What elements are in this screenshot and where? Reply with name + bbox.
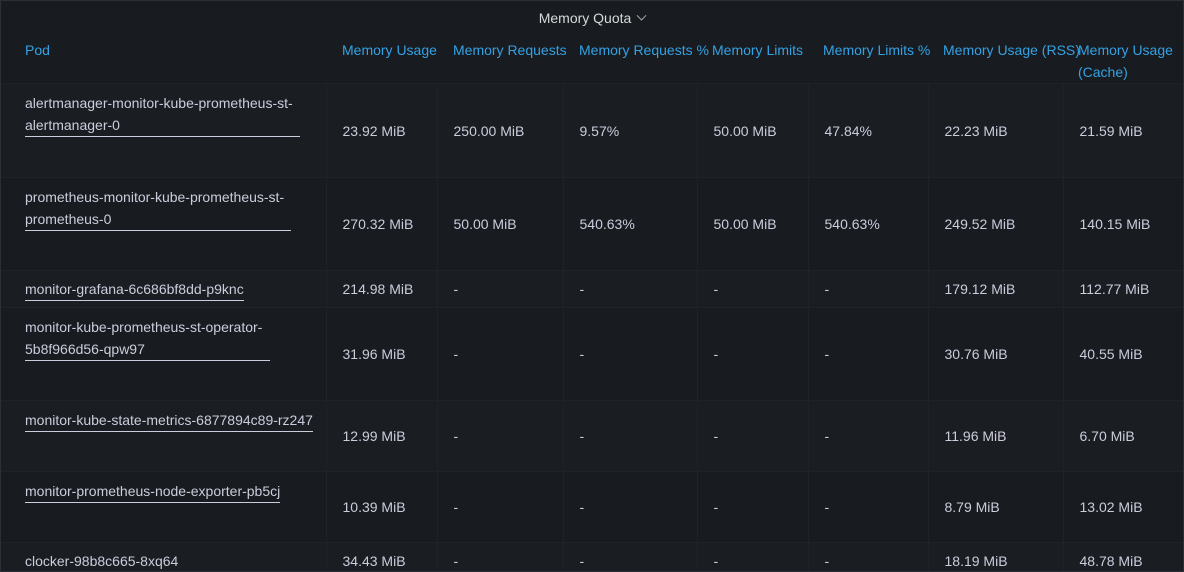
chevron-down-icon[interactable] <box>636 10 647 21</box>
pod-link[interactable]: prometheus-monitor-kube-prometheus-st-pr… <box>25 186 291 231</box>
memory-limits-pct-cell: - <box>808 471 929 543</box>
memory-limits-cell: - <box>697 307 809 401</box>
pod-link[interactable]: monitor-prometheus-node-exporter-pb5cj <box>25 480 281 503</box>
pod-cell: monitor-kube-state-metrics-6877894c89-rz… <box>1 400 327 472</box>
memory-usage-cell: 23.92 MiB <box>326 83 438 178</box>
memory-limits-pct-cell: - <box>808 400 929 472</box>
memory-rss-cell: 18.19 MiB <box>928 542 1064 571</box>
memory-usage-cell: 10.39 MiB <box>326 471 438 543</box>
pod-link[interactable]: monitor-kube-state-metrics-6877894c89-rz… <box>25 409 313 432</box>
memory-cache-cell: 140.15 MiB <box>1063 177 1183 271</box>
memory-cache-cell: 13.02 MiB <box>1063 471 1183 543</box>
memory-limits-pct-cell: 540.63% <box>808 177 929 271</box>
memory-limits-pct-cell: - <box>808 270 929 308</box>
table-row: monitor-prometheus-node-exporter-pb5cj 1… <box>1 471 1183 543</box>
table-header-row: Pod Memory Usage Memory Requests Memory … <box>1 35 1183 84</box>
memory-usage-cell: 34.43 MiB <box>326 542 438 571</box>
column-header-memory-requests[interactable]: Memory Requests <box>453 42 567 58</box>
panel-title[interactable]: Memory Quota <box>538 10 647 26</box>
memory-requests-pct-cell: - <box>563 307 698 401</box>
memory-quota-table: Pod Memory Usage Memory Requests Memory … <box>1 35 1183 571</box>
memory-rss-cell: 8.79 MiB <box>928 471 1064 543</box>
memory-limits-pct-cell: 47.84% <box>808 83 929 178</box>
column-header-memory-usage-cache[interactable]: Memory Usage (Cache) <box>1078 42 1173 80</box>
column-header-pod[interactable]: Pod <box>25 42 50 58</box>
memory-requests-cell: - <box>437 400 564 472</box>
table-row: monitor-kube-prometheus-st-operator-5b8f… <box>1 307 1183 401</box>
memory-cache-cell: 40.55 MiB <box>1063 307 1183 401</box>
pod-link[interactable]: alertmanager-monitor-kube-prometheus-st-… <box>25 92 300 137</box>
table-row: monitor-grafana-6c686bf8dd-p9knc 214.98 … <box>1 270 1183 308</box>
memory-cache-cell: 112.77 MiB <box>1063 270 1183 308</box>
memory-requests-cell: - <box>437 307 564 401</box>
memory-cache-cell: 48.78 MiB <box>1063 542 1183 571</box>
memory-rss-cell: 22.23 MiB <box>928 83 1064 178</box>
memory-limits-cell: - <box>697 400 809 472</box>
memory-rss-cell: 179.12 MiB <box>928 270 1064 308</box>
memory-limits-pct-cell: - <box>808 542 929 571</box>
memory-cache-cell: 21.59 MiB <box>1063 83 1183 178</box>
memory-usage-cell: 12.99 MiB <box>326 400 438 472</box>
memory-usage-cell: 270.32 MiB <box>326 177 438 271</box>
pod-cell: clocker-98b8c665-8xq64 <box>1 542 327 571</box>
memory-requests-pct-cell: - <box>563 400 698 472</box>
pod-link[interactable]: monitor-grafana-6c686bf8dd-p9knc <box>25 278 244 301</box>
column-header-memory-requests-pct[interactable]: Memory Requests % <box>579 42 709 58</box>
column-header-memory-limits-pct[interactable]: Memory Limits % <box>823 42 931 58</box>
panel-header[interactable]: Memory Quota <box>1 1 1183 35</box>
memory-requests-pct-cell: - <box>563 542 698 571</box>
memory-requests-cell: 50.00 MiB <box>437 177 564 271</box>
memory-limits-cell: - <box>697 542 809 571</box>
memory-rss-cell: 11.96 MiB <box>928 400 1064 472</box>
column-header-memory-usage-rss[interactable]: Memory Usage (RSS) <box>943 42 1080 58</box>
memory-requests-pct-cell: - <box>563 471 698 543</box>
memory-requests-cell: - <box>437 471 564 543</box>
pod-cell: monitor-kube-prometheus-st-operator-5b8f… <box>1 307 327 401</box>
memory-cache-cell: 6.70 MiB <box>1063 400 1183 472</box>
pod-link[interactable]: monitor-kube-prometheus-st-operator-5b8f… <box>25 316 270 361</box>
memory-limits-pct-cell: - <box>808 307 929 401</box>
pod-link[interactable]: clocker-98b8c665-8xq64 <box>25 550 178 571</box>
pod-cell: monitor-grafana-6c686bf8dd-p9knc <box>1 270 327 308</box>
memory-requests-cell: - <box>437 270 564 308</box>
memory-limits-cell: 50.00 MiB <box>697 83 809 178</box>
memory-requests-cell: - <box>437 542 564 571</box>
memory-limits-cell: 50.00 MiB <box>697 177 809 271</box>
column-header-memory-usage[interactable]: Memory Usage <box>342 42 437 58</box>
pod-cell: prometheus-monitor-kube-prometheus-st-pr… <box>1 177 327 271</box>
table-row: alertmanager-monitor-kube-prometheus-st-… <box>1 83 1183 178</box>
memory-usage-cell: 214.98 MiB <box>326 270 438 308</box>
panel-title-text: Memory Quota <box>538 10 632 26</box>
memory-requests-pct-cell: - <box>563 270 698 308</box>
table-row: monitor-kube-state-metrics-6877894c89-rz… <box>1 400 1183 472</box>
memory-limits-cell: - <box>697 471 809 543</box>
table-row: prometheus-monitor-kube-prometheus-st-pr… <box>1 177 1183 271</box>
memory-requests-cell: 250.00 MiB <box>437 83 564 178</box>
memory-rss-cell: 249.52 MiB <box>928 177 1064 271</box>
column-header-memory-limits[interactable]: Memory Limits <box>712 42 804 58</box>
memory-requests-pct-cell: 9.57% <box>563 83 698 178</box>
memory-usage-cell: 31.96 MiB <box>326 307 438 401</box>
pod-cell: alertmanager-monitor-kube-prometheus-st-… <box>1 83 327 178</box>
memory-requests-pct-cell: 540.63% <box>563 177 698 271</box>
memory-rss-cell: 30.76 MiB <box>928 307 1064 401</box>
table-row: clocker-98b8c665-8xq64 34.43 MiB - - - -… <box>1 542 1183 571</box>
memory-limits-cell: - <box>697 270 809 308</box>
pod-cell: monitor-prometheus-node-exporter-pb5cj <box>1 471 327 543</box>
